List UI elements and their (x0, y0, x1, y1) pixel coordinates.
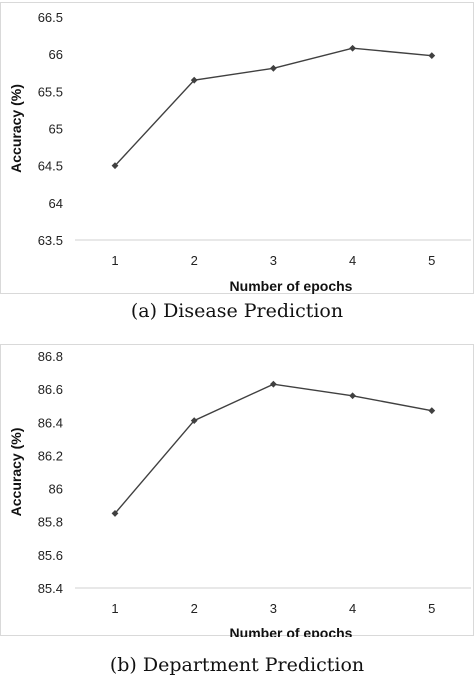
chart-svg-department: 85.4 85.6 85.8 86 86.2 86.4 86.6 86.8 1 2 3 4 5 Num… (8, 349, 471, 637)
data-point-marker (270, 64, 277, 72)
chart-panel-disease: 63.5 64 64.5 65 65.5 66 66.5 1 2 3 4 5 Number of e… (0, 2, 474, 294)
y-axis-title: Accuracy (%) (8, 428, 24, 517)
y-tick-label: 86 (49, 482, 63, 497)
data-point-marker (428, 52, 436, 60)
x-axis-title: Number of epochs (230, 278, 353, 294)
chart-svg-disease: 63.5 64 64.5 65 65.5 66 66.5 1 2 3 4 5 Number of e… (8, 10, 471, 294)
data-point-marker (111, 510, 119, 517)
x-tick-label: 4 (349, 253, 356, 268)
data-point-marker (428, 407, 436, 415)
data-point-marker (111, 162, 119, 170)
x-tick-label: 1 (111, 601, 118, 616)
x-tick-label: 3 (270, 601, 277, 616)
x-axis-title: Number of epochs (230, 625, 353, 637)
y-tick-label: 86.8 (38, 349, 63, 364)
y-tick-label: 66 (49, 47, 63, 62)
x-tick-label: 3 (270, 253, 277, 268)
data-point-marker (190, 417, 198, 425)
y-tick-label: 65.5 (38, 84, 63, 99)
y-tick-label: 85.8 (38, 515, 63, 530)
data-point-marker (190, 76, 198, 84)
y-tick-label: 65 (49, 122, 63, 137)
data-point-marker (349, 44, 356, 52)
y-tick-label: 86.4 (38, 415, 63, 430)
y-tick-label: 66.5 (38, 10, 63, 25)
y-tick-label: 63.5 (38, 233, 63, 248)
y-axis-title: Accuracy (%) (8, 84, 24, 173)
y-tick-label: 86.2 (38, 448, 63, 463)
caption-department-prediction: (b) Department Prediction (109, 654, 365, 676)
x-tick-label: 4 (349, 601, 356, 616)
data-point-marker (349, 392, 356, 400)
y-tick-label: 85.6 (38, 548, 63, 563)
chart-panel-department: 85.4 85.6 85.8 86 86.2 86.4 86.6 86.8 1 2 3 4 5 Num… (0, 344, 474, 637)
y-tick-label: 85.4 (38, 581, 63, 596)
x-tick-label: 5 (428, 253, 435, 268)
data-point-marker (270, 380, 277, 388)
x-tick-label: 2 (191, 253, 198, 268)
y-tick-label: 64.5 (38, 159, 63, 174)
x-tick-label: 1 (111, 253, 118, 268)
x-tick-label: 2 (191, 601, 198, 616)
y-tick-label: 64 (49, 196, 63, 211)
x-tick-label: 5 (428, 601, 435, 616)
caption-disease-prediction: (a) Disease Prediction (130, 300, 344, 322)
series-line (114, 383, 432, 514)
y-tick-label: 86.6 (38, 382, 63, 397)
